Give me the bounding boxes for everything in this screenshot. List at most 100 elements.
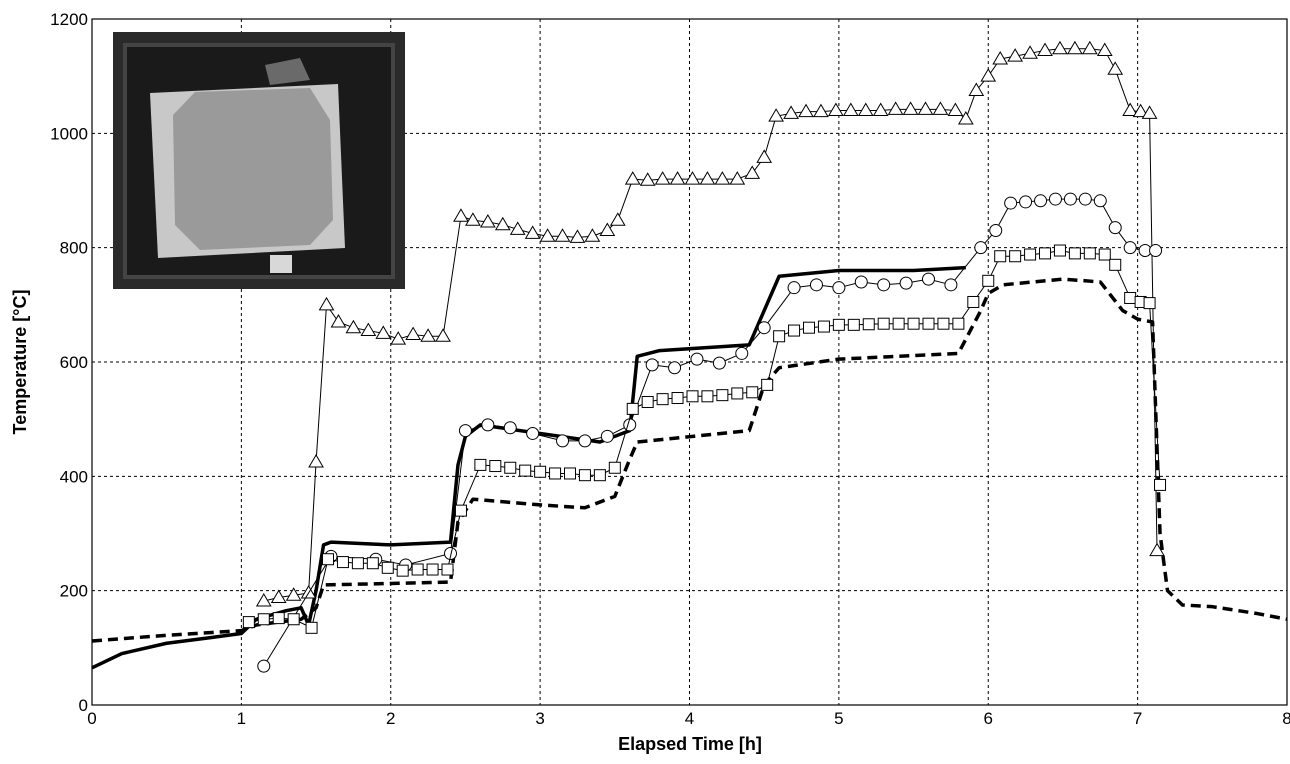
square-marker <box>578 469 591 482</box>
triangle-marker <box>887 101 904 115</box>
triangle-marker <box>768 108 785 122</box>
x-tick-label: 8 <box>1282 709 1290 728</box>
square-marker <box>656 393 669 406</box>
triangle-marker <box>494 216 511 231</box>
triangle-marker <box>729 171 746 185</box>
triangle-marker <box>569 229 586 243</box>
square-marker <box>411 563 424 576</box>
triangle-marker <box>609 212 626 226</box>
triangle-marker <box>524 225 541 239</box>
triangle-marker <box>1081 40 1098 55</box>
triangle-marker <box>1007 48 1024 62</box>
triangle-marker <box>828 102 844 116</box>
square-marker <box>817 320 830 333</box>
triangle-marker <box>1132 103 1149 118</box>
x-tick-label: 4 <box>685 709 694 728</box>
circle-marker <box>1093 194 1107 208</box>
circle-marker <box>600 429 614 443</box>
triangle-marker <box>1052 40 1068 55</box>
circle-marker <box>757 321 771 335</box>
square-marker <box>892 317 905 330</box>
inset-tab <box>270 255 292 273</box>
square-marker <box>504 461 517 474</box>
square-marker <box>396 564 409 577</box>
square-marker <box>257 613 270 626</box>
circle-marker <box>556 434 570 448</box>
triangle-marker <box>539 228 556 242</box>
square-marker <box>1024 248 1037 261</box>
triangle-marker <box>783 105 799 119</box>
circle-marker <box>1048 192 1062 206</box>
triangle-marker <box>992 51 1009 65</box>
circle-marker <box>989 224 1003 238</box>
circle-marker <box>922 272 935 286</box>
inset-clamp <box>265 58 310 85</box>
y-tick-label: 200 <box>60 582 88 601</box>
square-marker <box>564 467 576 480</box>
triangle-marker <box>318 296 335 311</box>
circle-marker <box>444 547 457 561</box>
square-marker <box>272 612 285 625</box>
square-marker <box>1053 244 1066 257</box>
square-marker <box>761 378 774 391</box>
y-tick-label: 600 <box>60 353 88 372</box>
circle-marker <box>1078 192 1092 206</box>
triangle-marker <box>932 101 949 115</box>
triangle-marker <box>968 82 985 96</box>
triangle-marker <box>420 328 436 342</box>
circle-marker <box>1004 196 1018 210</box>
square-marker <box>994 250 1007 263</box>
square-marker <box>608 461 621 474</box>
triangle-marker <box>584 228 601 242</box>
triangle-marker <box>917 101 934 115</box>
triangle-marker <box>390 331 407 345</box>
x-axis-label: Elapsed Time [h] <box>618 734 762 754</box>
triangle-marker <box>684 171 701 185</box>
triangle-marker <box>639 172 656 186</box>
circle-marker <box>1123 241 1137 255</box>
y-tick-label: 0 <box>79 696 88 715</box>
x-tick-label: 6 <box>984 709 993 728</box>
x-tick-label: 7 <box>1133 709 1142 728</box>
square-marker <box>305 621 318 634</box>
square-marker <box>534 465 547 478</box>
square-marker <box>907 317 920 330</box>
circle-marker <box>944 278 958 292</box>
data <box>91 40 1288 673</box>
circle-marker <box>1108 221 1122 235</box>
triangle-marker <box>980 68 997 82</box>
triangle-marker <box>405 326 422 341</box>
triangle-marker <box>1107 61 1124 75</box>
circle-marker <box>1034 194 1048 208</box>
circle-marker <box>787 281 801 295</box>
y-tick-label: 1200 <box>50 10 88 29</box>
triangle-marker <box>857 102 874 116</box>
triangle-marker <box>714 171 731 185</box>
triangle-marker <box>375 325 392 339</box>
square-marker <box>242 616 255 629</box>
triangle-marker <box>872 102 889 116</box>
square-marker <box>454 504 467 517</box>
circle-marker <box>1063 192 1077 206</box>
triangle-marker <box>285 587 302 601</box>
triangle-marker <box>947 102 964 116</box>
circle-marker <box>854 275 868 289</box>
triangle-marker <box>330 313 347 328</box>
square-marker <box>1039 247 1052 260</box>
plot-frame <box>91 18 1288 706</box>
square-marker <box>922 317 935 330</box>
x-tick-label: 5 <box>834 709 843 728</box>
triangle-marker <box>756 149 773 163</box>
triangle-marker <box>1096 42 1113 56</box>
circle-marker <box>899 276 913 290</box>
circle-marker <box>1149 244 1163 258</box>
y-axis-label: Temperature [°C] <box>10 290 30 435</box>
square-marker <box>519 464 532 477</box>
square-marker <box>671 392 684 405</box>
circle-marker <box>645 358 659 372</box>
square-marker <box>287 613 300 626</box>
square-marker <box>626 402 639 415</box>
y-tick-label: 1000 <box>50 124 88 143</box>
